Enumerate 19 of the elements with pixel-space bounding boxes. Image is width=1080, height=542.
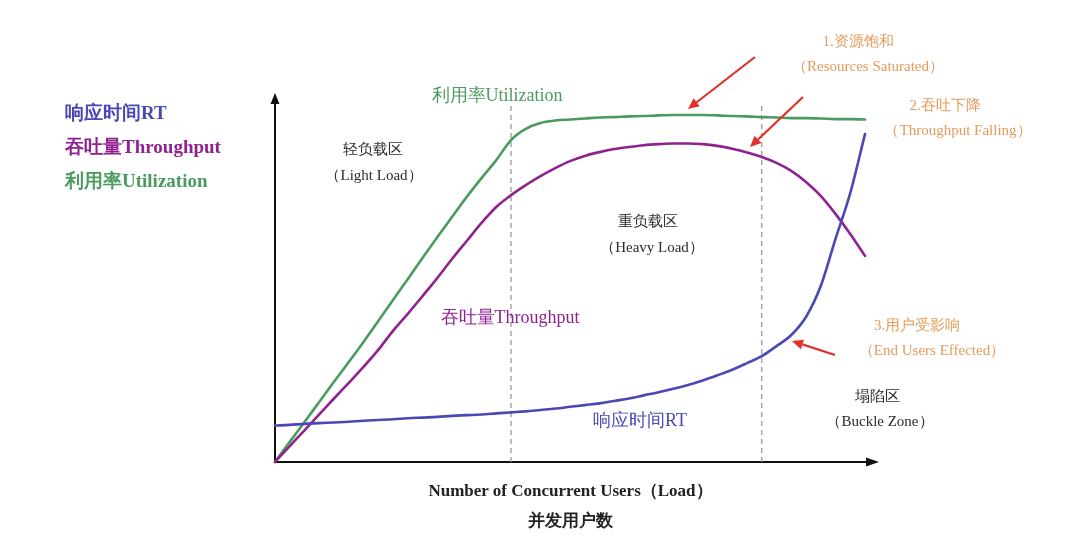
text: 利用率Utilization bbox=[65, 170, 208, 191]
series-label: 吞吐量Throughput bbox=[440, 306, 580, 327]
series-label: 响应时间RT bbox=[593, 409, 687, 430]
text: 1.资源饱和 bbox=[822, 32, 894, 49]
annotation: 重负载区 bbox=[618, 212, 678, 229]
text: （Resources Saturated） bbox=[791, 57, 945, 74]
x-axis-title: Number of Concurrent Users（Load）并发用户数 bbox=[428, 480, 713, 532]
annotation: （End Users Effected） bbox=[858, 341, 1006, 358]
annotation: （Heavy Load） bbox=[600, 238, 704, 255]
text: （Throughput Falling） bbox=[884, 121, 1032, 138]
annotation: 塌陷区 bbox=[853, 387, 900, 404]
text: 3.用户受影响 bbox=[873, 316, 961, 333]
annotation: 轻负载区 bbox=[343, 140, 403, 157]
text: 响应时间RT bbox=[65, 102, 167, 123]
text: 2.吞吐下降 bbox=[909, 96, 981, 113]
annotation: （Buckle Zone） bbox=[826, 412, 934, 429]
annotation: （Light Load） bbox=[325, 166, 423, 183]
text: 吞吐量Throughput bbox=[65, 136, 221, 157]
series-label: 利用率Utilization bbox=[431, 84, 563, 105]
